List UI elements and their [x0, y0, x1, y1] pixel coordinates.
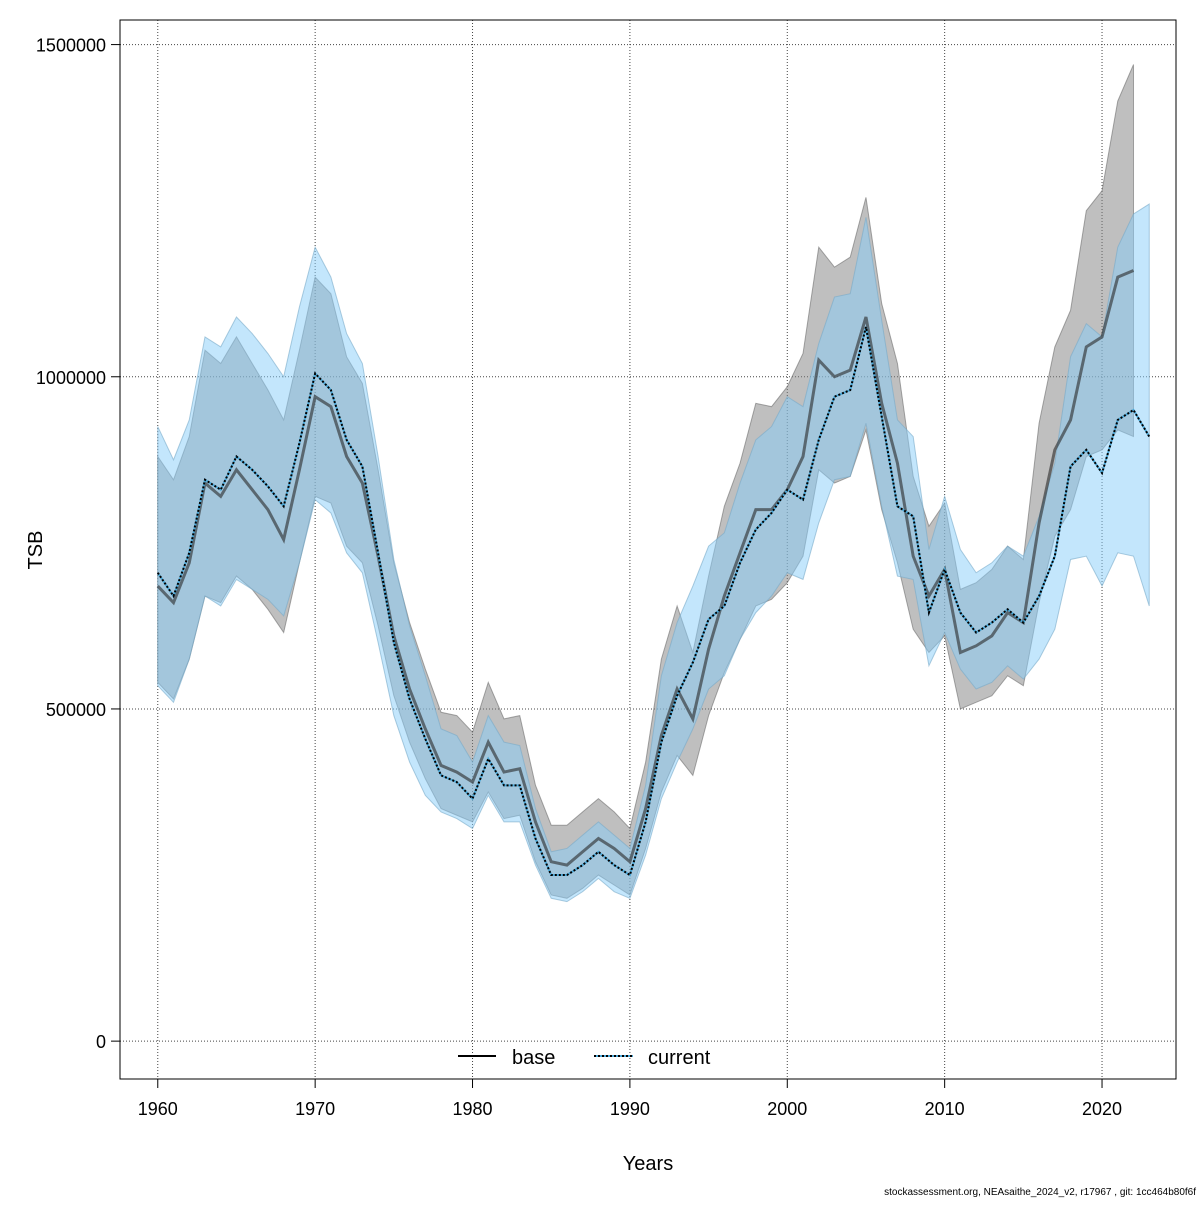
x-tick-label: 1990 [610, 1099, 650, 1119]
legend: base current [458, 1047, 711, 1069]
plot-frame [119, 19, 1177, 1080]
y-axis-label: TSB [25, 531, 47, 570]
series-lines [156, 269, 1151, 877]
x-tick-label: 2020 [1082, 1099, 1122, 1119]
x-tick-label: 2000 [767, 1099, 807, 1119]
legend-current-label: current [648, 1047, 711, 1069]
x-tick-label: 2010 [925, 1099, 965, 1119]
footer-credit: stockassessment.org, NEAsaithe_2024_v2, … [884, 1187, 1196, 1198]
grid [120, 20, 1176, 1079]
current-line [156, 326, 1151, 877]
base-line [156, 269, 1135, 867]
x-tick-label: 1980 [453, 1099, 493, 1119]
y-tick-label: 0 [96, 1032, 106, 1052]
current-confidence-band [157, 203, 1150, 903]
y-tick-label: 500000 [46, 700, 106, 720]
x-tick-label: 1970 [295, 1099, 335, 1119]
x-tick-label: 1960 [138, 1099, 178, 1119]
confidence-bands [157, 64, 1150, 903]
x-axis: 1960 1970 1980 1990 2000 2010 2020 [138, 1079, 1122, 1119]
y-axis: 0 500000 1000000 1500000 [36, 36, 120, 1052]
x-axis-label: Years [623, 1153, 673, 1175]
legend-base-label: base [512, 1047, 555, 1069]
y-tick-label: 1500000 [36, 36, 106, 56]
y-tick-label: 1000000 [36, 368, 106, 388]
